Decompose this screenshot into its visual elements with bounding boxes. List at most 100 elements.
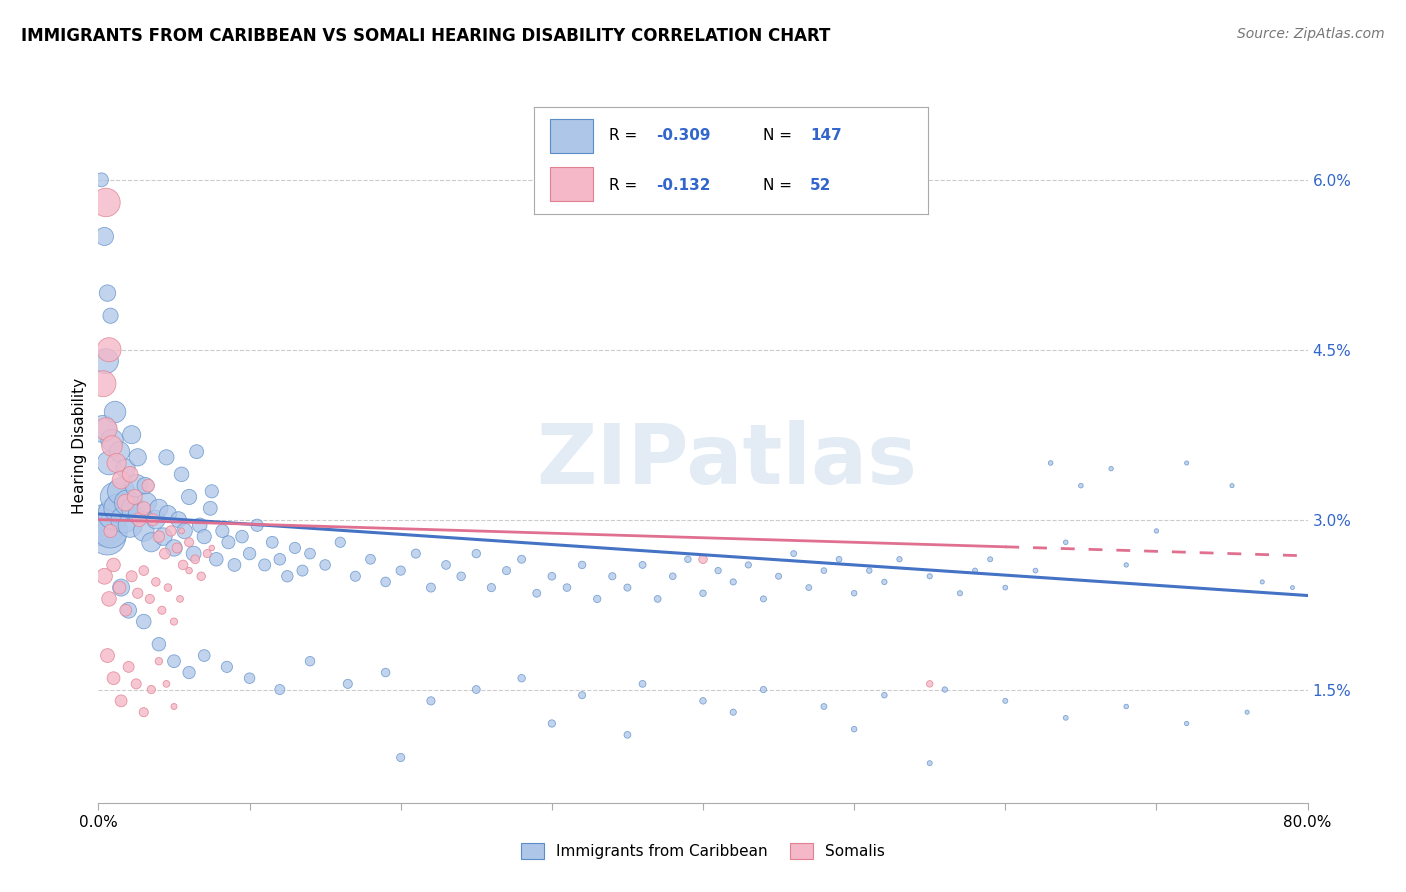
- Point: [994, 581, 1017, 595]
- Point: [100, 524, 122, 538]
- Point: [571, 558, 593, 572]
- Point: [139, 591, 162, 606]
- Point: [844, 722, 866, 736]
- Point: [231, 530, 253, 544]
- Point: [239, 671, 262, 685]
- Point: [190, 569, 212, 583]
- Point: [179, 535, 201, 549]
- Point: [167, 513, 190, 527]
- Point: [145, 574, 167, 589]
- Point: [783, 547, 806, 561]
- Point: [1146, 524, 1168, 538]
- Point: [1039, 456, 1062, 470]
- FancyBboxPatch shape: [550, 119, 593, 153]
- Point: [215, 660, 238, 674]
- Point: [1054, 535, 1077, 549]
- Point: [510, 552, 533, 566]
- Point: [344, 569, 367, 583]
- Point: [135, 495, 157, 509]
- Point: [98, 591, 121, 606]
- Point: [91, 376, 114, 391]
- Point: [1115, 699, 1137, 714]
- Point: [979, 552, 1001, 566]
- Point: [142, 513, 165, 527]
- Point: [420, 694, 443, 708]
- Point: [104, 405, 127, 419]
- Point: [163, 615, 186, 629]
- Point: [120, 518, 142, 533]
- Point: [510, 671, 533, 685]
- Point: [163, 699, 186, 714]
- Text: ZIPatlas: ZIPatlas: [537, 420, 918, 500]
- Point: [1175, 716, 1198, 731]
- Point: [114, 461, 136, 475]
- Point: [360, 552, 382, 566]
- Point: [172, 558, 194, 572]
- Point: [389, 564, 412, 578]
- Point: [1099, 461, 1122, 475]
- Point: [828, 552, 851, 566]
- Y-axis label: Hearing Disability: Hearing Disability: [72, 378, 87, 514]
- Point: [284, 541, 307, 555]
- Point: [152, 530, 174, 544]
- Point: [586, 591, 609, 606]
- Point: [616, 581, 638, 595]
- Point: [128, 513, 150, 527]
- Point: [420, 581, 443, 595]
- Point: [1220, 478, 1243, 492]
- Point: [374, 665, 396, 680]
- Point: [262, 535, 284, 549]
- Point: [299, 654, 322, 668]
- Point: [797, 581, 820, 595]
- Point: [450, 569, 472, 583]
- Point: [193, 648, 215, 663]
- Point: [1054, 711, 1077, 725]
- Text: R =: R =: [609, 178, 643, 193]
- Point: [132, 615, 155, 629]
- Point: [100, 309, 122, 323]
- Point: [211, 524, 233, 538]
- Point: [540, 716, 562, 731]
- Point: [132, 564, 155, 578]
- Point: [108, 444, 131, 458]
- Point: [276, 569, 298, 583]
- Point: [141, 682, 163, 697]
- Point: [125, 677, 148, 691]
- Point: [676, 552, 699, 566]
- Point: [110, 581, 132, 595]
- Point: [918, 756, 941, 771]
- Point: [934, 682, 956, 697]
- Point: [661, 569, 683, 583]
- Point: [94, 354, 117, 368]
- Point: [873, 574, 896, 589]
- Point: [389, 750, 412, 764]
- Point: [873, 688, 896, 702]
- Point: [1175, 456, 1198, 470]
- Point: [723, 705, 745, 719]
- Point: [173, 524, 195, 538]
- Point: [994, 694, 1017, 708]
- Point: [495, 564, 517, 578]
- Point: [918, 569, 941, 583]
- Point: [94, 422, 117, 436]
- Point: [98, 343, 121, 357]
- Point: [631, 677, 654, 691]
- Point: [858, 564, 880, 578]
- Point: [737, 558, 759, 572]
- Point: [555, 581, 578, 595]
- Point: [692, 694, 714, 708]
- Point: [179, 564, 201, 578]
- Point: [707, 564, 730, 578]
- Point: [918, 677, 941, 691]
- Text: 147: 147: [810, 128, 842, 144]
- Text: 52: 52: [810, 178, 831, 193]
- Point: [571, 688, 593, 702]
- Point: [110, 694, 132, 708]
- Point: [269, 682, 291, 697]
- Text: N =: N =: [762, 178, 796, 193]
- Point: [90, 173, 112, 187]
- Point: [195, 547, 218, 561]
- Point: [132, 501, 155, 516]
- Point: [110, 484, 132, 499]
- Point: [170, 467, 193, 482]
